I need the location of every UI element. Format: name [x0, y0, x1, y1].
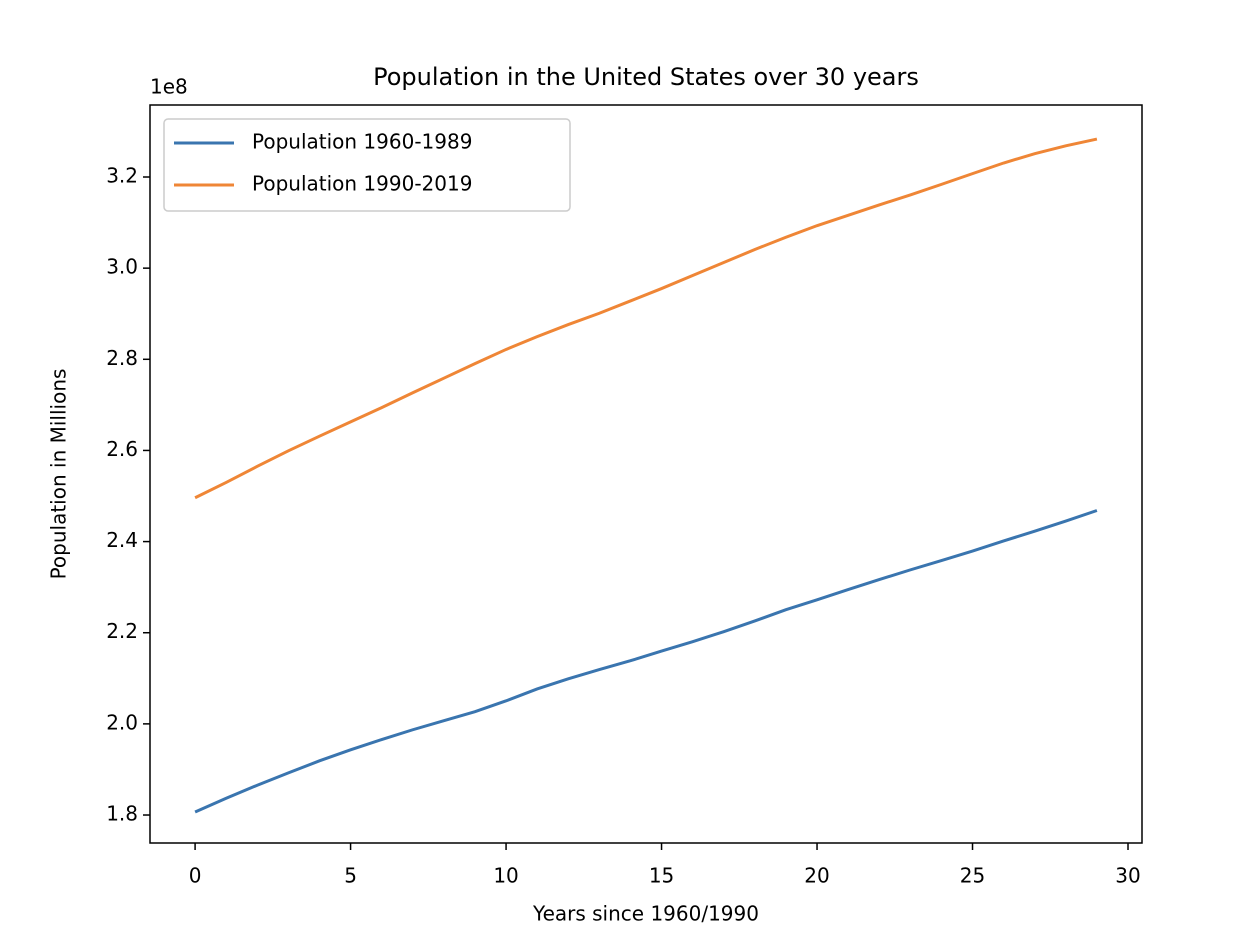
- y-tick-label: 2.0: [106, 710, 138, 734]
- x-tick-label: 10: [493, 864, 518, 888]
- x-tick-label: 5: [344, 864, 357, 888]
- legend-label: Population 1960-1989: [252, 130, 472, 154]
- x-tick-label: 25: [960, 864, 985, 888]
- y-tick-label: 2.2: [106, 619, 138, 643]
- x-axis-label: Years since 1960/1990: [532, 902, 759, 926]
- y-axis-label: Population in Millions: [47, 369, 71, 580]
- y-tick-label: 3.0: [106, 255, 138, 279]
- x-tick-label: 15: [649, 864, 674, 888]
- plot-frame: [149, 104, 1143, 844]
- legend-label: Population 1990-2019: [252, 172, 472, 196]
- x-tick-label: 20: [804, 864, 829, 888]
- line: [194, 137, 1098, 500]
- y-tick-label: 2.6: [106, 437, 138, 461]
- y-tick-label: 2.8: [106, 346, 138, 370]
- y-tick-label: 3.2: [106, 164, 138, 188]
- x-tick-label: 0: [189, 864, 202, 888]
- x-tick-label: 30: [1115, 864, 1140, 888]
- legend-box: [163, 118, 571, 212]
- y-offset-label: 1e8: [150, 75, 188, 99]
- y-tick-label: 1.8: [106, 802, 138, 826]
- y-tick-label: 2.4: [106, 528, 138, 552]
- chart-title: Population in the United States over 30 …: [373, 63, 919, 91]
- line: [194, 509, 1098, 814]
